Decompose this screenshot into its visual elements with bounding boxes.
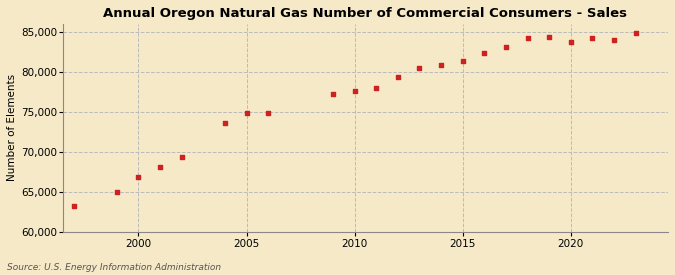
Point (587, 36, 598, 40)
Point (263, 111, 273, 116)
Point (566, 40, 576, 45)
Point (327, 92, 338, 97)
Point (371, 86, 381, 90)
Point (414, 66, 425, 70)
Point (392, 75, 403, 80)
Point (176, 155, 187, 160)
Point (522, 36, 533, 40)
Point (155, 165, 165, 169)
Point (544, 34, 555, 39)
Title: Annual Oregon Natural Gas Number of Commercial Consumers - Sales: Annual Oregon Natural Gas Number of Comm… (103, 7, 628, 20)
Text: Source: U.S. Energy Information Administration: Source: U.S. Energy Information Administ… (7, 263, 221, 272)
Point (241, 111, 252, 116)
Point (219, 121, 230, 125)
Point (435, 62, 446, 67)
Point (479, 51, 490, 56)
Point (133, 174, 144, 179)
Point (457, 59, 468, 63)
Point (609, 38, 620, 42)
Point (68, 204, 79, 208)
Point (630, 31, 641, 35)
Point (501, 45, 512, 49)
Point (349, 89, 360, 93)
Y-axis label: Number of Elements: Number of Elements (7, 74, 17, 182)
Point (111, 190, 122, 194)
